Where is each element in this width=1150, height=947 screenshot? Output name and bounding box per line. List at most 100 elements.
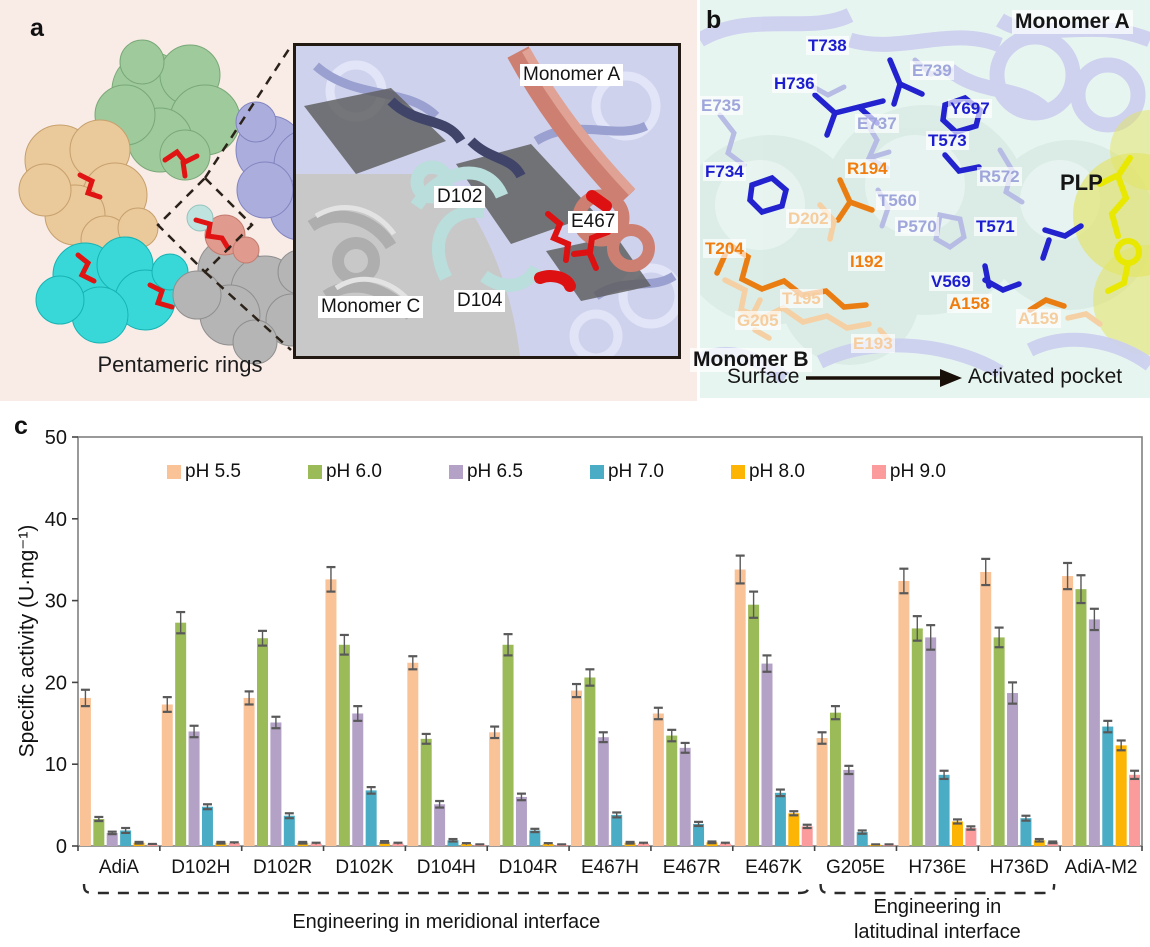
zoom-region-outline [156,45,293,351]
bar-H736E-pH8.0 [951,821,963,846]
monomer-surface-green [94,39,241,181]
panel-a-letter: a [30,14,44,42]
legend-item-ph-7.0: pH 7.0 [589,461,664,483]
bar-D104H-pH8.0 [460,843,472,846]
residue-label-t195: T195 [780,289,823,308]
bar-E467H-pH5.5 [571,690,582,846]
legend-swatch [167,465,181,479]
monomer-b-label: Monomer B [690,348,812,372]
group-brace-1 [819,883,1056,895]
bar-H736E-pH6.0 [911,628,923,846]
bar-E467R-pH5.5 [652,713,664,846]
bar-D102K-pH5.5 [325,579,337,846]
bar-D104H-pH7.0 [447,840,459,846]
x-category-label: H736D [990,857,1049,878]
activated-pocket-label: Activated pocket [968,365,1123,388]
x-category-label: D102R [253,857,312,878]
chart-legend: pH 5.5 pH 6.0 pH 6.5 pH 7.0 pH 8.0 pH 9.0 [167,461,946,483]
monomer-a-label: Monomer A [520,64,624,86]
legend-item-ph-6.0: pH 6.0 [307,461,382,483]
x-category-label: AdiA [99,857,139,878]
x-category-label: D104R [499,857,558,878]
x-category-label: D102H [171,857,230,878]
bar-D102R-pH5.5 [243,697,255,846]
d104-label: D104 [454,290,506,312]
legend-swatch [730,465,745,479]
y-tick-label: 20 [45,672,67,694]
bar-G205E-pH6.5 [843,769,855,846]
e467-label: E467 [568,211,619,233]
legend-swatch [307,465,322,479]
residue-label-h736: H736 [772,74,817,93]
bar-H736D-pH6.0 [993,637,1005,846]
residue-label-d202: D202 [786,209,831,228]
bar-D104H-pH6.0 [420,738,432,846]
bar-H736E-pH6.5 [925,637,937,846]
x-category-label: D104H [417,857,476,878]
bar-H736E-pH7.0 [938,774,950,846]
y-tick-label: 10 [45,754,67,776]
monomer-surface-cyan [35,236,189,344]
pocket-structure-art [675,0,1150,398]
bar-H736D-pH8.0 [1033,840,1045,846]
bar-AdiA-pH6.0 [93,819,105,846]
legend-label: pH 7.0 [607,461,664,482]
bar-D102H-pH7.0 [201,806,213,846]
bar-D104H-pH5.5 [407,662,419,846]
bar-D104R-pH7.0 [529,830,541,846]
activity-bar-chart-panel: c Specific activity (U·mg⁻¹) pH 5.5 pH 6.… [0,401,1150,947]
bar-D102H-pH9.0 [228,843,240,846]
bar-G205E-pH7.0 [856,832,868,846]
bar-G205E-pH6.0 [829,712,841,846]
bar-E467R-pH7.0 [693,823,705,846]
y-tick-label: 40 [45,509,67,531]
interface-inset: Monomer A D102 E467 D104 Monomer C [293,43,681,359]
residue-label-e739: E739 [910,61,954,80]
legend-label: pH 9.0 [889,461,946,482]
y-tick-label: 0 [56,836,67,858]
legend-item-ph-8.0: pH 8.0 [730,461,805,483]
bar-D102R-pH9.0 [310,843,322,846]
bar-AdiA-M2-pH5.5 [1062,576,1074,846]
group-brace-caption: Engineering in meridional interface [292,911,600,933]
monomer-lobe-salmon [186,204,260,264]
interface-red-sticks [75,148,231,310]
residue-label-e737: E737 [855,114,899,133]
bar-E467K-pH6.5 [761,663,773,846]
bar-D102R-pH6.0 [257,638,269,846]
bar-AdiA-M2-pH6.0 [1075,589,1087,846]
residue-label-i192: I192 [848,252,886,271]
residue-label-y697: Y697 [948,99,992,118]
x-category-label: G205E [826,857,885,878]
legend-label: pH 5.5 [185,461,241,482]
panel-b-letter: b [706,6,722,34]
legend-item-ph-6.5: pH 6.5 [448,461,523,483]
bar-E467K-pH7.0 [774,792,786,846]
bar-E467K-pH6.0 [748,604,760,846]
panel-c-letter: c [14,412,28,440]
bar-D102K-pH6.5 [352,713,364,846]
group-brace-caption: Engineering in [873,896,1001,918]
residue-label-t573: T573 [926,131,969,150]
bar-AdiA-pH5.5 [79,697,91,846]
residue-label-t571: T571 [974,217,1017,236]
residue-label-f734: F734 [703,162,746,181]
x-category-label: D102K [335,857,393,878]
bar-D102H-pH6.0 [175,622,187,846]
x-category-label: E467R [663,857,721,878]
legend-label: pH 6.0 [325,461,382,482]
bar-AdiA-pH9.0 [146,844,158,846]
group-brace-caption: latitudinal interface [854,921,1021,943]
surface-to-pocket-arrow [806,369,962,387]
bar-AdiA-M2-pH9.0 [1129,774,1141,846]
bar-D104R-pH5.5 [489,732,501,846]
monomer-a-label: Monomer A [1012,10,1133,34]
legend-label: pH 8.0 [748,461,805,482]
bar-E467R-pH6.5 [679,747,691,846]
bar-D102K-pH9.0 [392,843,404,846]
bar-H736D-pH5.5 [980,571,992,846]
plot-border [77,436,1143,847]
bar-E467R-pH6.0 [666,735,678,846]
bar-chart: 0 10 20 30 40 50 AdiA D102H D102R D102K D104H D104R… [45,427,1143,943]
